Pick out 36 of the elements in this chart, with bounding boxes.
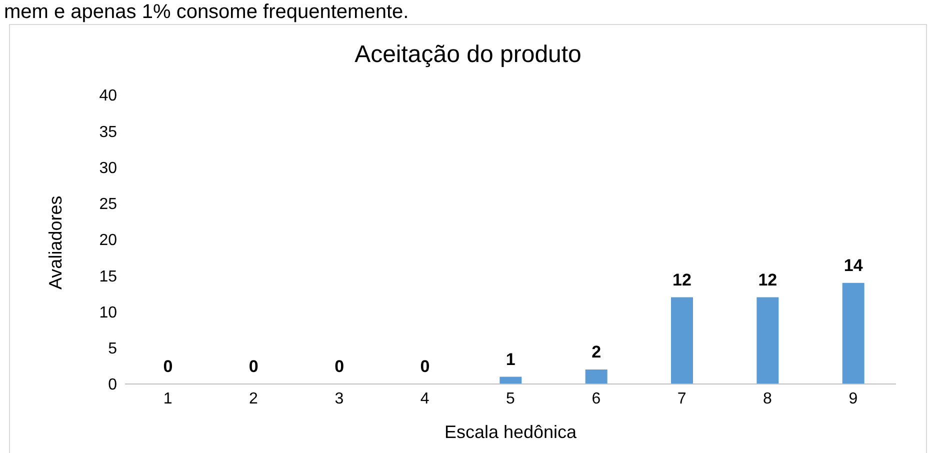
x-tick-label: 7 (677, 390, 686, 408)
bar (756, 297, 779, 384)
data-label: 12 (672, 270, 692, 290)
y-tick-label: 15 (99, 268, 118, 286)
x-tick-label: 6 (592, 390, 601, 408)
data-label: 0 (334, 356, 344, 376)
text: mem e apenas 1% consome frequentemente. (3, 0, 410, 24)
chart-title: Aceitação do produto (354, 41, 582, 69)
data-label: 0 (420, 356, 430, 376)
x-tick-label: 5 (506, 390, 516, 408)
y-axis-title: Avaliadores (45, 196, 66, 290)
bar (842, 282, 864, 384)
y-tick-label: 30 (99, 160, 118, 177)
y-tick-label: 35 (99, 124, 118, 141)
bar (585, 370, 608, 384)
x-tick-label: 4 (420, 390, 430, 408)
data-label: 12 (758, 270, 778, 290)
y-tick-label: 0 (108, 376, 118, 394)
x-tick-label: 1 (163, 390, 172, 408)
x-tick-label: 2 (249, 390, 258, 408)
bar (671, 297, 693, 384)
data-label: 0 (248, 356, 258, 376)
x-tick-label: 8 (763, 390, 772, 408)
data-label: 1 (506, 350, 516, 369)
x-tick-label: 3 (334, 390, 344, 408)
data-label: 0 (163, 356, 173, 376)
y-tick-label: 10 (99, 304, 118, 322)
data-label: 14 (844, 256, 864, 275)
x-axis-title: Escala hedônica (444, 422, 578, 442)
x-tick-label: 9 (848, 390, 858, 408)
y-tick-label: 5 (108, 340, 118, 358)
y-tick-label: 40 (99, 88, 118, 105)
data-label: 2 (592, 342, 602, 362)
y-tick-label: 25 (99, 196, 118, 214)
y-tick-label: 20 (99, 232, 118, 250)
bar (500, 376, 522, 384)
